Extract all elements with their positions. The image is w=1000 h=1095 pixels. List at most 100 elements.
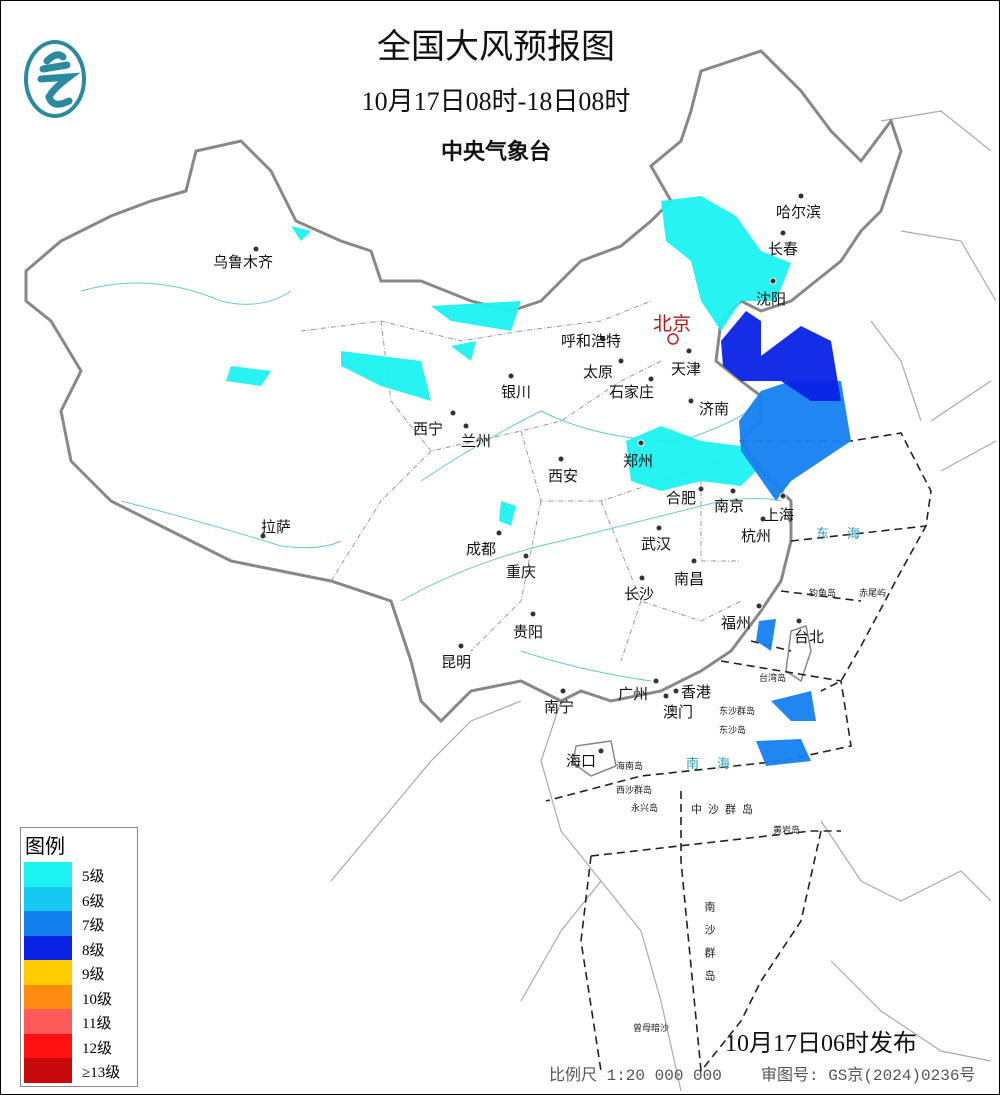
city-label: 长沙: [624, 585, 655, 603]
city-dot-icon: [597, 747, 605, 755]
legend-swatch: [24, 1058, 72, 1083]
island-label: 曾母暗沙: [633, 1024, 670, 1034]
city-label: 南昌: [674, 570, 705, 588]
city-label: 西宁: [413, 420, 444, 438]
neighbor-coastlines: [330, 110, 997, 1092]
legend-swatch: [24, 960, 72, 985]
agency-name: 中央气象台: [440, 139, 551, 165]
city-dot-icon: [779, 229, 787, 237]
city-label: 呼和浩特: [561, 332, 622, 350]
city-dot-icon: [769, 277, 777, 285]
wind-areas: [226, 196, 851, 766]
city-dot-icon: [617, 357, 625, 365]
island-label: 西沙群岛: [616, 786, 653, 796]
island-label: 台湾岛: [759, 674, 787, 684]
island-label: 赤尾屿: [859, 589, 887, 599]
city-dot-icon: [522, 552, 530, 560]
city-label: 郑州: [623, 452, 654, 470]
taiwan-island: [785, 625, 812, 683]
legend-label: 7级: [82, 918, 105, 934]
wind-area: [756, 691, 816, 766]
legend-swatch: [24, 1033, 72, 1058]
city-label: 重庆: [506, 563, 537, 581]
hainan-island: [572, 740, 617, 777]
city-dot-icon: [529, 610, 537, 618]
city-label: 太原: [583, 363, 614, 381]
city-label: 上海: [764, 506, 795, 524]
island-label: 东沙群岛: [719, 707, 756, 717]
city-dot-icon: [697, 485, 705, 493]
city-dot-icon: [259, 532, 267, 540]
island-label: 钓鱼岛: [809, 589, 837, 599]
city-label: 成都: [466, 540, 497, 558]
legend-label: 12级: [82, 1040, 113, 1057]
city-label: 银川: [501, 383, 532, 401]
city-label: 长春: [768, 240, 799, 258]
city-label: 石家庄: [609, 383, 655, 401]
legend-item: 9级: [24, 960, 134, 985]
wind-area: [756, 619, 776, 651]
city-dot-icon: [687, 397, 695, 405]
forecast-period: 10月17日08时-18日08时: [361, 87, 631, 116]
island-label: 永兴岛: [631, 804, 659, 814]
legend-swatch: [24, 984, 72, 1009]
city-dot-icon: [559, 687, 567, 695]
city-label: 海口: [566, 752, 597, 770]
city-label: 昆明: [441, 653, 472, 671]
legend-swatch: [24, 935, 72, 960]
rivers: [80, 282, 782, 682]
city-dot-icon: [252, 245, 260, 253]
legend-label: ≥13级: [82, 1065, 121, 1081]
city-label: 广州: [618, 685, 649, 703]
legend-label: 10级: [82, 991, 113, 1008]
capital-star-icon: [667, 333, 679, 345]
city-dot-icon: [690, 557, 698, 565]
city-dot-icon: [795, 617, 803, 625]
legend-swatch: [24, 886, 72, 911]
legend-swatch: [24, 911, 72, 936]
wind-area: [626, 426, 756, 491]
city-dot-icon: [655, 524, 663, 532]
legend-item: ≥13级: [24, 1058, 134, 1083]
legend: 图例 5级 6级 7级 8级 9级 10级 11级 12级 ≥13级: [20, 827, 138, 1087]
issue-time: 10月17日06时发布: [725, 1031, 917, 1057]
island-label: 海南岛: [616, 762, 644, 772]
city-dot-icon: [449, 409, 457, 417]
legend-item: 8级: [24, 935, 134, 960]
map-title: 全国大风预报图: [377, 27, 615, 67]
city-dot-icon: [672, 687, 680, 695]
city-dot-icon: [729, 487, 737, 495]
city-dot-icon: [759, 515, 767, 523]
sea-label-south: 南海: [686, 757, 749, 772]
wind-area: [661, 196, 791, 331]
wind-area: [721, 311, 841, 401]
wind-area: [226, 226, 521, 526]
legend-title: 图例: [25, 834, 65, 858]
city-dot-icon: [662, 692, 670, 700]
city-dot-icon: [599, 335, 607, 343]
legend-item: 5级: [24, 862, 134, 887]
city-dot-icon: [797, 192, 805, 200]
city-label: 拉萨: [261, 518, 292, 536]
legend-label: 5级: [82, 869, 105, 885]
city-label: 福州: [721, 614, 752, 632]
city-label: 澳门: [663, 703, 694, 721]
city-label: 乌鲁木齐: [213, 253, 274, 271]
legend-label: 9级: [82, 967, 105, 983]
city-dot-icon: [755, 602, 763, 610]
city-label: 天津: [671, 360, 702, 378]
city-label: 杭州: [741, 527, 772, 545]
island-label: 黄岩岛: [773, 826, 801, 836]
city-dot-icon: [637, 439, 645, 447]
island-label: 南沙群岛: [703, 901, 716, 993]
city-label: 南京: [714, 497, 745, 515]
city-label: 武汉: [641, 535, 672, 553]
city-dot-icon: [647, 375, 655, 383]
legend-item: 7级: [24, 911, 134, 936]
legend-item: 10级: [24, 984, 134, 1009]
city-dot-icon: [685, 347, 693, 355]
city-label: 台北: [794, 628, 825, 646]
city-label: 兰州: [461, 432, 492, 450]
city-dot-icon: [779, 492, 787, 500]
